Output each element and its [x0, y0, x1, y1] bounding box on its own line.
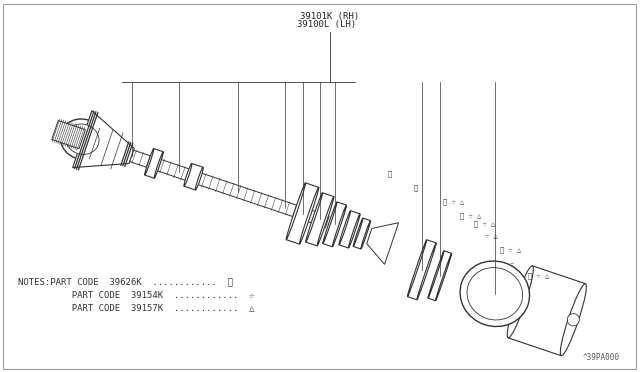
Ellipse shape: [348, 214, 360, 248]
Polygon shape: [508, 266, 586, 356]
Polygon shape: [52, 121, 85, 149]
Ellipse shape: [306, 193, 323, 242]
Ellipse shape: [317, 197, 334, 246]
Text: ☆ △: ☆ △: [485, 233, 498, 239]
Text: ^39PA000: ^39PA000: [583, 353, 620, 362]
Ellipse shape: [195, 167, 204, 190]
Text: ※ ☆ △: ※ ☆ △: [500, 247, 521, 253]
Text: ※ ☆ △: ※ ☆ △: [443, 199, 464, 205]
Text: ※: ※: [388, 171, 392, 177]
Text: ※ ☆ △: ※ ☆ △: [460, 213, 481, 219]
Ellipse shape: [60, 119, 104, 159]
Ellipse shape: [323, 202, 337, 244]
Polygon shape: [367, 223, 399, 264]
Ellipse shape: [332, 205, 346, 247]
Ellipse shape: [184, 163, 192, 186]
Polygon shape: [145, 148, 163, 178]
Polygon shape: [428, 251, 452, 301]
Polygon shape: [339, 211, 360, 248]
Ellipse shape: [567, 314, 579, 326]
Polygon shape: [130, 150, 329, 228]
Text: ※: ※: [414, 185, 419, 191]
Ellipse shape: [361, 221, 371, 249]
Ellipse shape: [560, 284, 586, 356]
Polygon shape: [72, 111, 134, 168]
Text: 39100L (LH): 39100L (LH): [298, 19, 356, 29]
Text: PART CODE  39157K  ............  △: PART CODE 39157K ............ △: [18, 304, 255, 312]
Polygon shape: [353, 218, 371, 249]
Ellipse shape: [460, 261, 529, 327]
Text: ※ ☆ △: ※ ☆ △: [528, 273, 549, 279]
Ellipse shape: [65, 124, 99, 154]
Ellipse shape: [417, 243, 436, 300]
Text: NOTES:PART CODE  39626K  ............  ※: NOTES:PART CODE 39626K ............ ※: [18, 278, 233, 286]
Text: ☆: ☆: [510, 261, 515, 267]
Ellipse shape: [286, 183, 305, 240]
Ellipse shape: [300, 187, 319, 244]
Ellipse shape: [339, 211, 351, 245]
Text: PART CODE  39154K  ............  ☆: PART CODE 39154K ............ ☆: [18, 291, 255, 299]
Ellipse shape: [508, 266, 533, 338]
Ellipse shape: [145, 148, 154, 175]
Ellipse shape: [436, 253, 452, 301]
Polygon shape: [184, 163, 203, 190]
Ellipse shape: [467, 267, 523, 320]
Polygon shape: [286, 183, 319, 244]
Text: 39101K (RH): 39101K (RH): [300, 12, 360, 20]
Ellipse shape: [428, 251, 444, 298]
Ellipse shape: [154, 152, 163, 178]
Ellipse shape: [353, 218, 363, 247]
Polygon shape: [323, 202, 346, 247]
Text: ※ ☆ △: ※ ☆ △: [474, 221, 495, 227]
Ellipse shape: [408, 240, 427, 296]
Polygon shape: [408, 240, 436, 300]
Polygon shape: [306, 193, 334, 246]
